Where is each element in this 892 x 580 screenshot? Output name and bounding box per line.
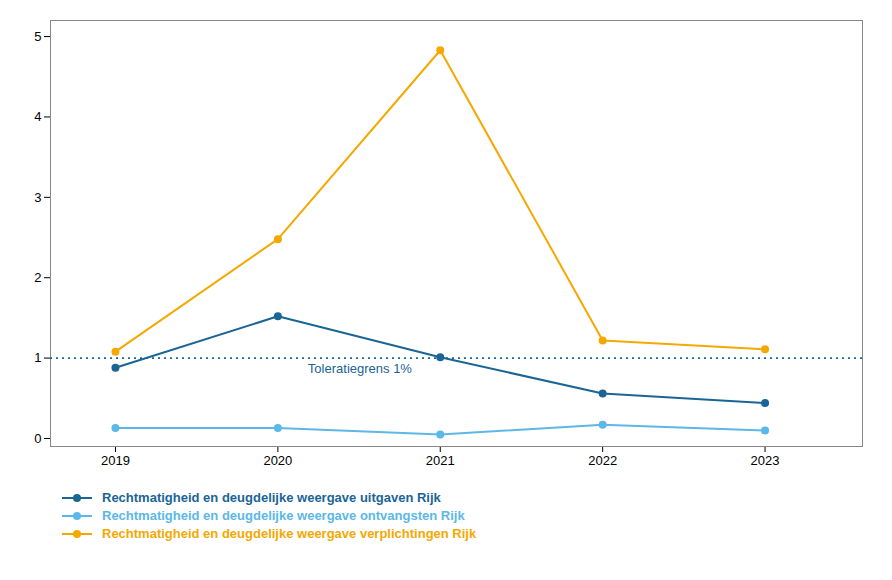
svg-text:2020: 2020 <box>263 453 292 468</box>
svg-text:0: 0 <box>34 431 41 446</box>
svg-text:1: 1 <box>34 350 41 365</box>
html-text:Rechtmatigheid en deugdelijke: Rechtmatigheid en deugdelijke weergave v… <box>102 526 477 541</box>
svg-text:2022: 2022 <box>588 453 617 468</box>
svg-text:5: 5 <box>34 29 41 44</box>
svg-text:3: 3 <box>34 189 41 204</box>
html-text:Rechtmatigheid en deugdelijke: Rechtmatigheid en deugdelijke weergave o… <box>102 508 465 523</box>
html-text:Rechtmatigheid en deugdelijke: Rechtmatigheid en deugdelijke weergave u… <box>102 490 441 505</box>
svg-text:2021: 2021 <box>426 453 455 468</box>
svg-text:2023: 2023 <box>751 453 780 468</box>
svg-text:2: 2 <box>34 270 41 285</box>
svg-text:2019: 2019 <box>101 453 130 468</box>
svg-text:4: 4 <box>34 109 41 124</box>
svg-text:Toleratiegrens 1%: Toleratiegrens 1% <box>308 361 412 376</box>
